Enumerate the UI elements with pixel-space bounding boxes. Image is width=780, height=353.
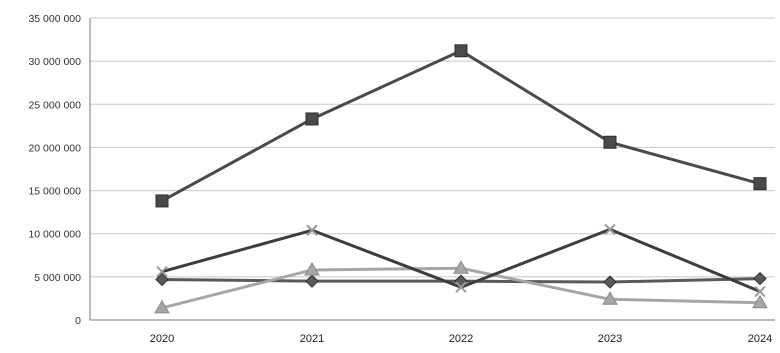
data-point <box>155 272 169 287</box>
y-tick-label: 30 000 000 <box>28 56 81 68</box>
gridlines <box>90 17 775 278</box>
series-4 <box>156 223 766 298</box>
axes <box>89 18 775 321</box>
y-tick-label: 0 <box>75 315 81 327</box>
data-point <box>753 271 767 286</box>
data-point <box>754 285 766 298</box>
data-point <box>604 223 616 236</box>
data-point <box>154 299 170 314</box>
series-lines <box>154 44 768 314</box>
x-tick-label: 2024 <box>748 333 772 345</box>
data-point <box>753 177 767 191</box>
data-point <box>306 224 318 236</box>
series-line <box>161 49 761 203</box>
data-point <box>454 44 468 58</box>
data-point <box>305 274 319 288</box>
y-tick-label: 10 000 000 <box>28 229 81 241</box>
data-point <box>305 112 319 126</box>
data-point <box>603 275 617 289</box>
series-2 <box>155 44 767 208</box>
y-tick-labels: 0 5 000 000 10 000 000 15 000 000 20 000 000… <box>28 13 81 327</box>
data-point <box>455 281 467 293</box>
y-tick-label: 15 000 000 <box>28 186 81 198</box>
data-point <box>602 291 618 305</box>
x-tick-label: 2023 <box>598 333 622 345</box>
data-point <box>156 265 168 278</box>
x-tick-labels: 2020 2021 2022 2023 2024 <box>150 333 772 345</box>
series-1 <box>155 271 767 289</box>
data-point <box>603 135 617 149</box>
y-tick-label: 35 000 000 <box>28 13 81 25</box>
data-point <box>155 194 169 208</box>
series-3 <box>154 260 768 314</box>
x-tick-label: 2022 <box>449 333 473 345</box>
data-point <box>752 294 768 309</box>
y-tick-label: 5 000 000 <box>34 272 81 284</box>
y-tick-label: 25 000 000 <box>28 99 81 111</box>
data-point <box>453 260 469 274</box>
data-point <box>304 261 320 276</box>
x-tick-label: 2021 <box>300 333 324 345</box>
x-tick-label: 2020 <box>150 333 174 345</box>
y-tick-label: 20 000 000 <box>28 142 81 154</box>
